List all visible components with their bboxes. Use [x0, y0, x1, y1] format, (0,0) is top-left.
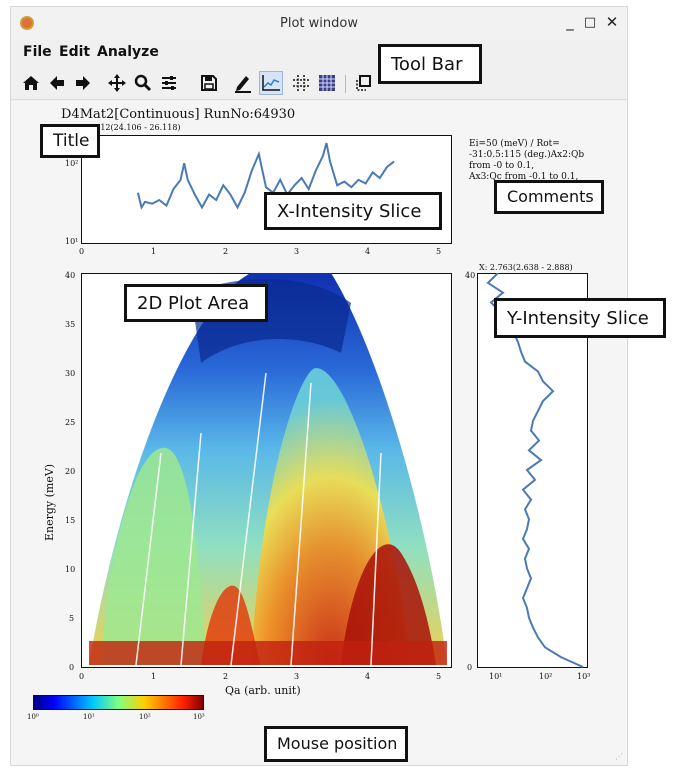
2d-plot[interactable]	[81, 273, 453, 669]
xslice-xtick: 1	[151, 247, 157, 256]
xtick-label: 4	[365, 672, 371, 681]
forward-arrow-icon[interactable]	[71, 71, 95, 95]
title-bar: Plot window _ □ ✕	[11, 7, 627, 39]
colorbar-tick: 10³	[193, 713, 205, 721]
comment-line: -31:0.5:115 (deg.)Ax2:Qb	[469, 150, 585, 160]
colorbar	[33, 695, 204, 710]
callout-plot-area: 2D Plot Area	[124, 284, 268, 322]
yslice-xtick: 10¹	[489, 672, 503, 681]
line-slice-icon[interactable]	[259, 71, 283, 95]
xslice-xtick: 3	[294, 247, 300, 256]
xslice-ytick: 10²	[65, 159, 79, 168]
minimize-button[interactable]: _	[566, 13, 574, 31]
x-slice-label: Y: 25.612(24.106 - 26.118)	[73, 123, 181, 132]
grid-icon[interactable]	[315, 71, 339, 95]
xslice-xtick: 5	[436, 247, 442, 256]
ytick-label: 30	[65, 369, 76, 378]
comments-text: Ei=50 (meV) / Rot= -31:0.5:115 (deg.)Ax2…	[469, 139, 584, 183]
app-icon	[20, 16, 34, 30]
y-slice-series	[486, 273, 584, 668]
configure-subplots-icon[interactable]	[157, 71, 181, 95]
pan-icon[interactable]	[105, 71, 129, 95]
window-title: Plot window	[280, 16, 358, 31]
yslice-xtick: 10³	[577, 672, 591, 681]
menu-edit[interactable]: Edit	[59, 44, 91, 60]
toolbar	[11, 67, 627, 100]
back-arrow-icon[interactable]	[45, 71, 69, 95]
maximize-button[interactable]: □	[583, 15, 597, 30]
y-slice-plot	[477, 273, 588, 668]
xtick-label: 2	[223, 672, 229, 681]
ytick-label: 20	[65, 467, 76, 476]
comment-line: from -0 to 0.1,	[469, 161, 535, 171]
pencil-icon[interactable]	[231, 71, 255, 95]
colorbar-tick: 10¹	[83, 713, 95, 721]
save-icon[interactable]	[197, 71, 221, 95]
xslice-xtick: 4	[365, 247, 371, 256]
ytick-label: 25	[65, 418, 76, 427]
menu-analyze[interactable]: Analyze	[97, 44, 159, 60]
close-button[interactable]: ✕	[605, 13, 619, 31]
colorbar-tick: 10⁰	[27, 713, 39, 721]
grid-cross-icon[interactable]	[289, 71, 313, 95]
copy-icon[interactable]	[351, 71, 375, 95]
figure-canvas[interactable]: D4Mat2[Continuous] RunNo:64930 Y: 25.612…	[11, 101, 627, 765]
callout-y-slice: Y-Intensity Slice	[494, 298, 666, 338]
y-slice-label: X: 2.763(2.638 - 2.888)	[479, 263, 573, 272]
ytick-label: 10	[65, 565, 76, 574]
ytick-label: 5	[69, 614, 75, 623]
xtick-label: 5	[436, 672, 442, 681]
toolbar-separator	[345, 75, 346, 93]
yslice-ytick: 40	[465, 271, 476, 280]
ytick-label: 0	[69, 663, 75, 672]
callout-x-slice: X-Intensity Slice	[264, 192, 442, 230]
menu-file[interactable]: File	[23, 44, 52, 60]
xslice-xtick: 2	[223, 247, 229, 256]
y-axis-label: Energy (meV)	[43, 463, 56, 541]
comment-line: Ei=50 (meV) / Rot=	[469, 139, 560, 149]
callout-toolbar: Tool Bar	[378, 44, 482, 84]
xtick-label: 0	[79, 672, 85, 681]
ytick-label: 15	[65, 516, 76, 525]
callout-title: Title	[40, 124, 100, 158]
ytick-label: 40	[65, 271, 76, 280]
x-slice-series	[136, 142, 395, 210]
colorbar-tick: 10²	[139, 713, 151, 721]
xslice-ytick: 10¹	[65, 237, 79, 246]
zoom-icon[interactable]	[131, 71, 155, 95]
callout-mouse-position: Mouse position	[264, 726, 408, 762]
plot-title: D4Mat2[Continuous] RunNo:64930	[61, 107, 296, 122]
x-axis-label: Qa (arb. unit)	[225, 684, 301, 697]
plot-window: Plot window _ □ ✕ File Edit Analyze	[10, 6, 628, 766]
yslice-xtick: 10²	[539, 672, 553, 681]
yslice-ytick: 0	[467, 663, 473, 672]
menu-bar: File Edit Analyze	[11, 41, 627, 63]
callout-comments: Comments	[494, 180, 604, 214]
xtick-label: 1	[151, 672, 157, 681]
comment-line: Ax3:Qc from -0.1 to 0.1,	[469, 172, 579, 182]
xtick-label: 3	[294, 672, 300, 681]
ytick-label: 35	[65, 320, 76, 329]
resize-grip[interactable]: ⋰	[615, 752, 623, 761]
xslice-xtick: 0	[79, 247, 85, 256]
home-icon[interactable]	[19, 71, 43, 95]
